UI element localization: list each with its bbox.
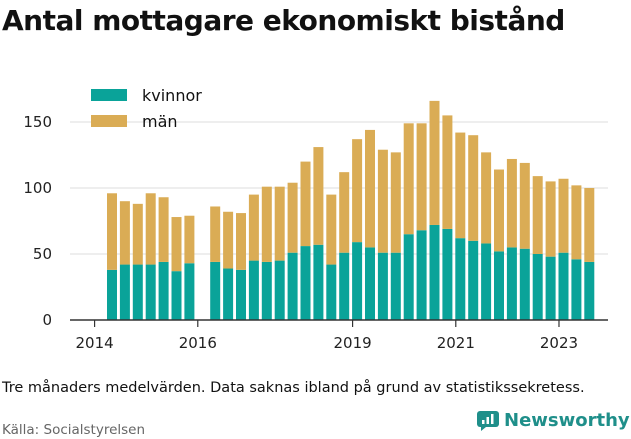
bar-kvinnor — [261, 261, 272, 320]
y-tick-label: 0 — [42, 311, 52, 329]
bar-man — [468, 135, 479, 241]
bar-man — [571, 185, 582, 260]
legend-swatch — [91, 115, 127, 127]
bar-kvinnor — [339, 252, 350, 320]
chart-title: Antal mottagare ekonomiskt bistånd — [2, 4, 565, 37]
axes: 0 50 100 150 2014 2016 2019 2021 2023 — [23, 113, 608, 352]
legend-label: män — [142, 112, 178, 131]
bar-kvinnor — [558, 252, 569, 320]
x-tick-label: 2023 — [540, 334, 578, 352]
bar-man — [416, 123, 427, 231]
brand: Newsworthy — [477, 410, 630, 431]
bar-man — [442, 115, 453, 229]
bar-kvinnor — [274, 260, 285, 320]
bar-kvinnor — [584, 261, 595, 320]
y-tick-label: 50 — [33, 245, 52, 263]
bar-kvinnor — [455, 238, 466, 320]
bar-man — [158, 197, 169, 262]
bar-man — [184, 215, 195, 264]
bar-kvinnor — [571, 259, 582, 320]
bar-kvinnor — [119, 264, 130, 320]
bar-man — [313, 147, 324, 245]
bar-man — [352, 139, 363, 243]
bar-man — [584, 188, 595, 262]
bar-kvinnor — [429, 224, 440, 320]
x-tick-label: 2019 — [333, 334, 371, 352]
bar-man — [506, 158, 517, 248]
legend-label: kvinnor — [142, 86, 202, 105]
bar-man — [326, 194, 337, 265]
y-tick-label: 150 — [23, 113, 52, 131]
legend: kvinnor män — [91, 86, 202, 131]
bar-man — [377, 149, 388, 253]
bar-kvinnor — [236, 269, 246, 320]
bars — [107, 100, 595, 320]
bar-kvinnor — [223, 268, 234, 320]
bar-kvinnor — [210, 261, 221, 320]
bar-kvinnor — [248, 260, 259, 320]
bar-kvinnor — [506, 247, 517, 320]
bar-man — [248, 194, 259, 261]
brand-name: Newsworthy — [504, 410, 630, 431]
bar-kvinnor — [171, 271, 182, 320]
bar-man — [339, 172, 350, 253]
bar-man — [429, 100, 440, 225]
bar-man — [403, 123, 414, 235]
newsworthy-logo-icon — [477, 410, 499, 431]
bar-kvinnor — [184, 263, 195, 320]
bar-kvinnor — [287, 252, 298, 320]
y-tick-label: 100 — [23, 179, 52, 197]
bar-man — [261, 186, 272, 262]
bar-kvinnor — [468, 240, 479, 320]
bar-kvinnor — [532, 254, 543, 320]
bar-kvinnor — [519, 248, 530, 320]
bar-man — [223, 211, 234, 269]
source-text: Källa: Socialstyrelsen — [2, 422, 146, 438]
bar-man — [481, 152, 492, 244]
bar-man — [558, 178, 569, 253]
x-tick-label: 2014 — [75, 334, 113, 352]
bar-kvinnor — [352, 242, 363, 320]
bar-man — [171, 217, 182, 272]
bar-man — [287, 182, 298, 253]
bar-man — [132, 203, 143, 265]
bar-kvinnor — [300, 246, 311, 320]
bar-man — [519, 162, 530, 249]
bar-kvinnor — [377, 252, 388, 320]
bar-man — [494, 169, 504, 252]
bar-man — [365, 129, 375, 248]
bar-man — [236, 213, 246, 270]
bar-kvinnor — [326, 264, 337, 320]
bar-man — [532, 176, 543, 254]
bar-man — [455, 132, 466, 239]
bar-kvinnor — [481, 243, 492, 320]
bar-kvinnor — [494, 251, 504, 320]
bar-man — [300, 161, 311, 247]
bar-man — [210, 206, 221, 262]
bar-kvinnor — [365, 247, 375, 320]
bar-man — [545, 181, 556, 257]
bar-kvinnor — [545, 256, 556, 320]
bar-kvinnor — [416, 230, 427, 320]
bar-kvinnor — [158, 261, 169, 320]
chart-caption: Tre månaders medelvärden. Data saknas ib… — [2, 380, 585, 396]
bar-man — [145, 193, 156, 265]
bar-kvinnor — [403, 234, 414, 320]
bar-kvinnor — [390, 252, 401, 320]
x-tick-label: 2021 — [437, 334, 475, 352]
bar-man — [119, 201, 130, 265]
x-tick-label: 2016 — [179, 334, 217, 352]
bar-man — [107, 193, 117, 270]
legend-swatch — [91, 89, 127, 101]
bar-kvinnor — [145, 264, 156, 320]
bar-man — [274, 186, 285, 261]
bar-kvinnor — [132, 264, 143, 320]
bar-man — [390, 152, 401, 253]
chart: 0 50 100 150 2014 2016 2019 2021 2023 kvinnor män — [23, 86, 608, 352]
bar-kvinnor — [107, 269, 117, 320]
bar-kvinnor — [442, 228, 453, 320]
bar-kvinnor — [313, 244, 324, 320]
